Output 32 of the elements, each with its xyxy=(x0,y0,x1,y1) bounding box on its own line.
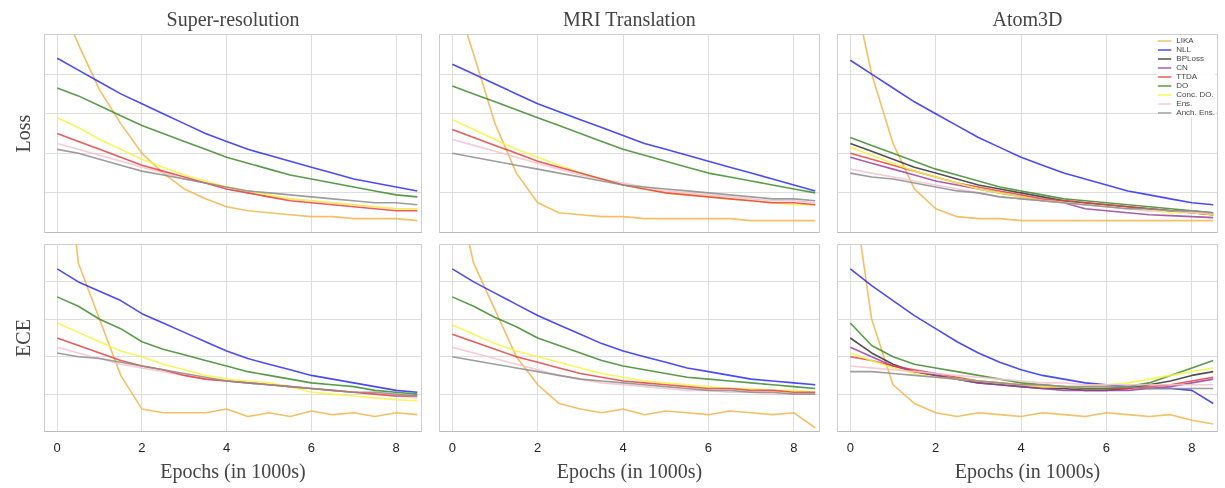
x-axis-title: Epochs (in 1000s) xyxy=(954,459,1101,483)
x-tick-label: 4 xyxy=(619,439,627,455)
legend-label: Ens. xyxy=(1176,99,1194,108)
x-tick-label: 0 xyxy=(448,439,456,455)
x-tick-label: 2 xyxy=(932,439,940,455)
x-axis-title: Epochs (in 1000s) xyxy=(556,459,703,483)
x-tick-label: 6 xyxy=(1102,439,1111,455)
legend-label: LIKA xyxy=(1176,36,1195,45)
x-tick-label: 2 xyxy=(138,439,146,455)
legend-label: Anch. Ens. xyxy=(1176,108,1215,117)
x-tick-label: 6 xyxy=(307,439,315,455)
x-tick-label: 8 xyxy=(1188,439,1196,455)
legend-label: CN xyxy=(1176,63,1189,72)
chart-title: MRI Translation xyxy=(562,7,696,30)
legend-label: Conc. DO. xyxy=(1176,90,1214,99)
chart-title: Atom3D xyxy=(992,7,1063,30)
legend-label: BPLoss xyxy=(1176,54,1204,63)
x-tick-label: 8 xyxy=(790,439,798,455)
x-tick-label: 6 xyxy=(704,439,713,455)
legend-label: NLL xyxy=(1176,45,1192,54)
x-tick-label: 2 xyxy=(534,439,542,455)
x-tick-label: 0 xyxy=(846,439,854,455)
legend-label: DO xyxy=(1176,81,1190,90)
x-tick-label: 4 xyxy=(1017,439,1025,455)
x-tick-label: 4 xyxy=(223,439,231,455)
chart-title: Super-resolution xyxy=(166,7,300,31)
x-tick-label: 0 xyxy=(53,439,61,455)
legend-label: TTDA xyxy=(1176,72,1198,81)
x-tick-label: 8 xyxy=(392,439,400,455)
y-axis-title: ECE xyxy=(11,319,34,357)
y-axis-title: Loss xyxy=(11,114,34,153)
x-axis-title: Epochs (in 1000s) xyxy=(160,459,306,483)
